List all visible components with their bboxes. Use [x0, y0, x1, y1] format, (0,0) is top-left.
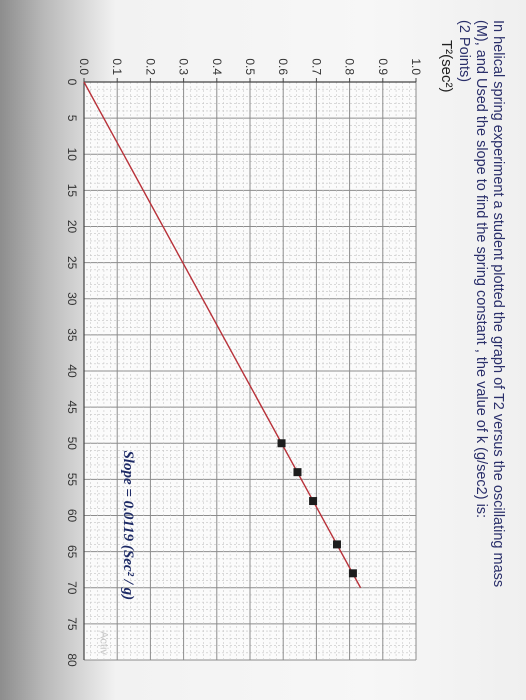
x-tick-label: 35 [65, 328, 79, 342]
x-tick-label: 55 [65, 473, 79, 487]
watermark: Activ [98, 631, 110, 655]
data-point [277, 439, 286, 448]
x-tick-label: 0 [65, 79, 79, 86]
x-tick-label: 5 [65, 115, 79, 122]
x-tick-label: 30 [65, 292, 79, 306]
y-tick-label: 0.3 [177, 58, 191, 75]
data-point [309, 497, 318, 506]
y-tick-label: 0.7 [309, 58, 323, 75]
slope-annotation: Slope = 0.0119 (Sec² / g) [120, 450, 136, 600]
x-tick-label: 45 [65, 400, 79, 414]
y-tick-label: 0.1 [110, 58, 124, 75]
data-point [293, 468, 302, 477]
x-tick-label: 15 [65, 184, 79, 198]
y-tick-label: 0.6 [276, 58, 290, 75]
y-tick-label: 0.5 [243, 58, 257, 75]
y-tick-label: 0.9 [376, 58, 390, 75]
y-tick-label: 0.2 [143, 58, 157, 75]
x-tick-label: 40 [65, 364, 79, 378]
y-tick-label: 0.8 [343, 58, 357, 75]
y-tick-label: 0.0 [77, 58, 91, 75]
x-tick-label: 10 [65, 148, 79, 162]
data-point [348, 569, 357, 578]
x-tick-label: 25 [65, 256, 79, 270]
x-tick-label: 65 [65, 545, 79, 559]
x-tick-label: 75 [65, 617, 79, 631]
x-tick-label: 70 [65, 581, 79, 595]
x-tick-label: 20 [65, 220, 79, 234]
y-axis-label: T²(sec²) [438, 40, 455, 93]
data-point [332, 540, 341, 549]
x-tick-label: 80 [65, 653, 79, 667]
y-tick-label: 0.4 [210, 58, 224, 75]
y-tick-label: 1.0 [409, 58, 423, 75]
x-tick-label: 50 [65, 437, 79, 451]
x-tick-label: 60 [65, 509, 79, 523]
